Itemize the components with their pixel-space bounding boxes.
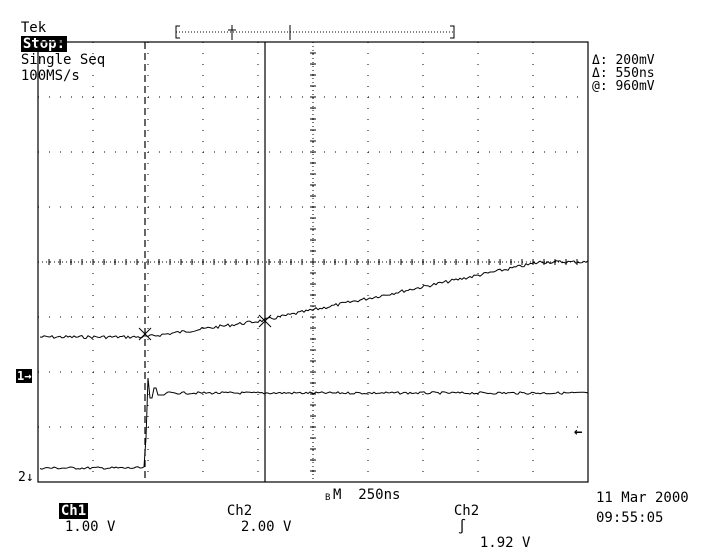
trigger-level-marker[interactable]: ← xyxy=(574,424,583,440)
sample-rate: 100MS/s xyxy=(20,68,80,84)
timebase[interactable]: M 250ns xyxy=(333,487,401,503)
ch2-ground-marker[interactable]: 2↓ xyxy=(18,470,34,485)
cursor-delta-voltage: Δ: 200mV xyxy=(592,53,655,68)
brand-label: Tek xyxy=(20,20,47,36)
oscilloscope-display xyxy=(37,25,589,483)
ch2-label[interactable]: Ch2 xyxy=(226,503,253,519)
trigger-slope-icon: ∫ xyxy=(457,519,467,535)
ch1-label[interactable]: Ch1 xyxy=(58,503,89,519)
scope-header: Tek Stop: Single Seq 100MS/s xyxy=(4,4,105,84)
acquisition-state-badge: Stop: xyxy=(20,36,68,52)
time-readout: 09:55:05 xyxy=(596,510,664,526)
ch1-scale: 1.00 V xyxy=(64,519,116,535)
cursor-delta-time: Δ: 550ns xyxy=(592,66,655,81)
cursor-absolute-voltage: @: 960mV xyxy=(592,79,655,94)
ch2-waveform xyxy=(39,377,589,470)
date-readout: 11 Mar 2000 xyxy=(596,490,689,506)
bandwidth-limit-icon: B xyxy=(325,493,331,503)
trigger-status: Ch2 ∫ 1.92 V xyxy=(437,487,531,551)
ch1-ground-marker[interactable]: 1→ xyxy=(16,369,33,383)
ch1-waveform xyxy=(39,260,589,340)
cursor-cross-marks xyxy=(138,314,272,341)
record-position-indicator xyxy=(175,25,455,40)
trigger-level[interactable]: 1.92 V xyxy=(479,535,531,551)
ch2-scale: 2.00 V xyxy=(240,519,292,535)
trigger-source[interactable]: Ch2 xyxy=(453,503,480,519)
ch2-status: Ch2 2.00 V xyxy=(210,487,292,535)
graticule-grid xyxy=(37,41,589,483)
bottom-status-bar: Ch1 1.00 V xyxy=(42,487,115,535)
acquisition-mode: Single Seq xyxy=(20,52,106,68)
